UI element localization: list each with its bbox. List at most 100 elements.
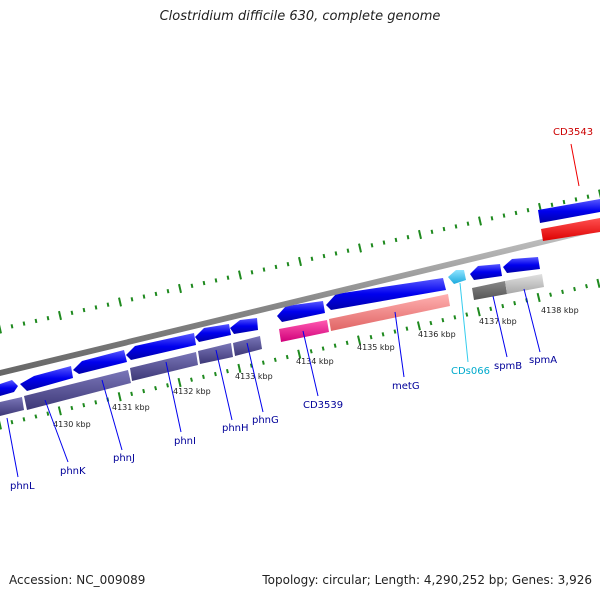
leader-spmB xyxy=(492,295,508,358)
minor-tick xyxy=(454,224,458,229)
minor-tick xyxy=(46,411,50,416)
major-tick xyxy=(416,321,421,331)
gene-label-phnL: phnL xyxy=(10,481,35,492)
minor-tick xyxy=(214,278,218,283)
leader-spmA xyxy=(523,288,541,353)
minor-tick xyxy=(22,321,26,326)
minor-tick xyxy=(526,208,530,213)
minor-tick xyxy=(549,292,553,297)
minor-tick xyxy=(166,289,170,294)
major-tick xyxy=(357,335,362,345)
gene-label-CD3539: CD3539 xyxy=(303,400,343,411)
major-tick xyxy=(238,270,242,280)
minor-tick xyxy=(262,267,266,272)
gene-label-phnI: phnI xyxy=(174,436,196,447)
minor-tick xyxy=(334,251,338,256)
minor-tick xyxy=(285,354,289,360)
major-tick xyxy=(178,283,182,294)
minor-tick xyxy=(214,371,217,377)
minor-tick xyxy=(154,291,158,297)
minor-tick xyxy=(261,360,265,365)
minor-tick xyxy=(94,400,98,405)
minor-tick xyxy=(130,297,134,302)
minor-tick xyxy=(345,340,349,346)
minor-tick xyxy=(502,213,506,218)
minor-tick xyxy=(513,300,517,306)
minor-tick xyxy=(286,262,290,267)
accession-text: Accession: NC_009089 xyxy=(9,573,146,587)
leader-phnJ xyxy=(101,379,123,451)
minor-tick xyxy=(273,357,277,363)
minor-tick xyxy=(514,210,518,216)
gene-arrow-phnI xyxy=(126,333,196,360)
leader-CDs066 xyxy=(459,282,469,363)
minor-tick xyxy=(190,283,194,288)
scale-label: 4131 kbp xyxy=(112,403,150,412)
gene-label-CDs066: CDs066 xyxy=(451,366,490,377)
minor-tick xyxy=(321,346,325,351)
minor-tick xyxy=(310,256,314,261)
scale-label: 4133 kbp xyxy=(235,372,273,381)
leader-phnK xyxy=(44,399,69,463)
minor-tick xyxy=(561,289,564,295)
minor-tick xyxy=(562,199,566,205)
minor-tick xyxy=(202,374,205,380)
minor-tick xyxy=(429,320,433,326)
gene-arrow-phnL xyxy=(0,380,18,396)
minor-tick xyxy=(10,324,14,329)
gene-label-CD3543: CD3543 xyxy=(553,127,593,138)
minor-tick xyxy=(333,343,337,348)
forward-strand-track xyxy=(0,199,600,396)
minor-tick xyxy=(490,216,494,221)
minor-tick xyxy=(34,414,38,419)
gene-arrow-CD3539 xyxy=(277,301,325,322)
scale-label: 4138 kbp xyxy=(541,306,579,315)
genome-backbone xyxy=(0,225,600,376)
track-block-spmA xyxy=(505,274,544,294)
gene-label-phnK: phnK xyxy=(60,466,86,477)
major-tick xyxy=(476,307,481,317)
minor-tick xyxy=(501,303,505,309)
minor-tick xyxy=(430,229,434,234)
minor-tick xyxy=(34,318,38,324)
track-block-CD3539 xyxy=(279,320,329,342)
minor-tick xyxy=(46,316,50,321)
minor-tick xyxy=(574,197,578,202)
major-tick xyxy=(118,297,122,307)
minor-tick xyxy=(82,307,86,313)
gene-label-spmB: spmB xyxy=(494,361,522,372)
minor-tick xyxy=(166,383,169,388)
track-block-phnH xyxy=(198,343,233,364)
gene-arrow-spmB xyxy=(470,264,502,280)
minor-tick xyxy=(22,417,26,422)
major-tick xyxy=(237,363,242,373)
major-tick xyxy=(58,310,62,321)
minor-tick xyxy=(405,326,409,331)
gene-arrow-phnH xyxy=(195,324,231,342)
leader-phnG xyxy=(246,342,264,413)
leader-phnH xyxy=(215,349,233,421)
minor-tick xyxy=(274,264,278,270)
minor-tick xyxy=(70,310,74,315)
track-block-phnL xyxy=(0,397,24,416)
scale-labels: 4130 kbp 4131 kbp 4132 kbp 4133 kbp 4134… xyxy=(53,306,579,429)
minor-tick xyxy=(573,286,576,292)
leader-CD3543 xyxy=(570,143,580,187)
minor-tick xyxy=(586,194,590,199)
minor-tick xyxy=(82,402,86,408)
major-tick xyxy=(297,349,302,359)
track-block-phnK-phnJ xyxy=(24,370,131,410)
major-tick xyxy=(358,243,362,253)
minor-tick xyxy=(226,368,229,374)
minor-tick xyxy=(154,385,158,391)
major-tick xyxy=(536,292,541,303)
leader-CD3539 xyxy=(302,330,319,397)
major-tick xyxy=(418,229,422,240)
gene-arrow-phnJ xyxy=(73,350,127,374)
gene-arrow-CD3543 xyxy=(538,199,600,223)
feature-color-track xyxy=(0,218,600,416)
label-leader-lines xyxy=(6,143,580,478)
minor-tick xyxy=(394,237,398,243)
minor-tick xyxy=(369,334,373,340)
